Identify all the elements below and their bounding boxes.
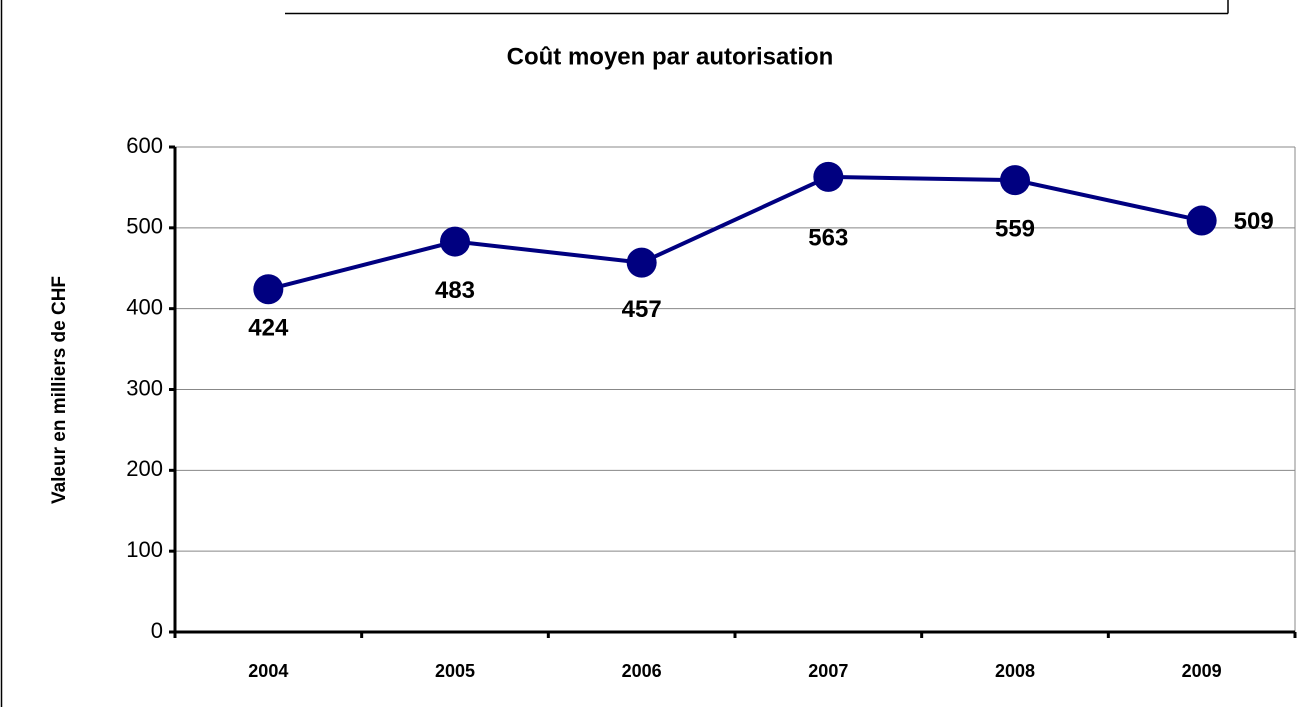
- y-tick-label: 300: [126, 375, 163, 400]
- data-label: 559: [995, 215, 1035, 242]
- x-tick-label: 2009: [1182, 661, 1222, 681]
- data-point: [253, 274, 284, 305]
- y-tick-label: 0: [151, 618, 163, 643]
- x-tick-label: 2005: [435, 661, 475, 681]
- data-label: 563: [808, 224, 848, 251]
- data-point: [1000, 165, 1030, 196]
- data-label: 509: [1234, 208, 1274, 235]
- data-point: [440, 226, 470, 257]
- x-tick-label: 2006: [622, 661, 662, 681]
- y-axis-label: Valeur en milliers de CHF: [49, 276, 70, 504]
- data-point: [813, 161, 844, 192]
- data-label: 457: [622, 296, 662, 323]
- y-tick-label: 100: [126, 537, 163, 562]
- chart-title: Coût moyen par autorisation: [507, 43, 834, 70]
- data-label: 424: [248, 315, 289, 342]
- x-tick-label: 2004: [248, 661, 288, 681]
- y-tick-label: 500: [126, 214, 163, 239]
- data-label: 483: [435, 277, 475, 304]
- x-tick-label: 2007: [808, 661, 848, 681]
- data-point: [626, 247, 657, 278]
- data-point: [1186, 205, 1217, 236]
- y-tick-label: 400: [126, 294, 163, 319]
- data-line: [267, 174, 1203, 292]
- y-tick-label: 200: [126, 456, 163, 481]
- x-tick-label: 2008: [995, 661, 1035, 681]
- y-tick-label: 600: [126, 133, 163, 158]
